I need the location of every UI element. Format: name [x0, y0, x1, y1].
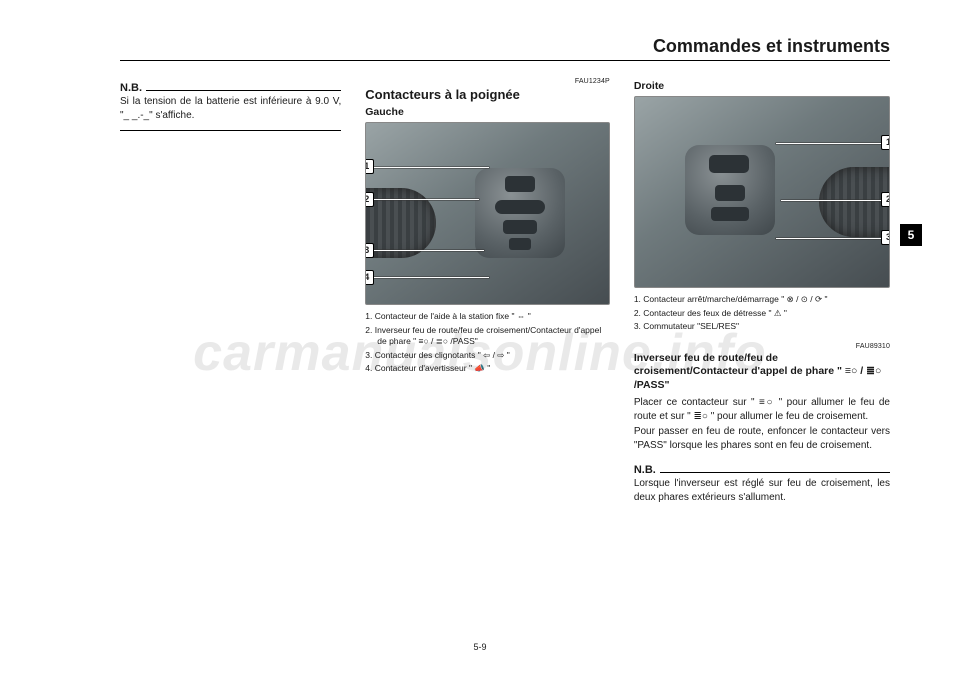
- paragraph: Pour passer en feu de route, enfoncer le…: [634, 425, 890, 452]
- photo-left-grip: 1 2 3 4: [365, 122, 610, 305]
- nb-rule: [120, 90, 341, 91]
- callout-line: [372, 199, 479, 200]
- nb-block: N.B. Lorsque l'inverseur est réglé sur f…: [634, 460, 890, 504]
- chapter-tab: 5: [900, 224, 922, 246]
- caption-list-left: 1. Contacteur de l'aide à la station fix…: [365, 311, 610, 374]
- caption-item: 2. Inverseur feu de route/feu de croisem…: [377, 325, 610, 348]
- subhead-left: Gauche: [365, 106, 610, 118]
- callout-line: [372, 250, 484, 251]
- column-left: N.B. Si la tension de la batterie est in…: [120, 78, 341, 504]
- content-columns: N.B. Si la tension de la batterie est in…: [120, 78, 890, 504]
- switch-shape: [715, 185, 745, 201]
- nb-rule: [634, 472, 890, 473]
- page: Commandes et instruments carmanualsonlin…: [0, 0, 960, 678]
- paragraph: Placer ce contacteur sur " ≡○ " pour all…: [634, 396, 890, 423]
- caption-list-right: 1. Contacteur arrêt/marche/démarrage " ⊗…: [634, 294, 890, 332]
- page-number: 5-9: [473, 642, 486, 652]
- nb-label: N.B.: [634, 464, 660, 476]
- callout-line: [372, 167, 488, 168]
- nb-rule-bottom: [120, 130, 341, 131]
- switch-cluster: [685, 145, 775, 235]
- paragraph-title: Inverseur feu de route/feu de croisement…: [634, 352, 890, 393]
- caption-item: 4. Contacteur d'avertisseur " 📣 ": [377, 363, 610, 374]
- callout-3: 3: [881, 230, 890, 245]
- nb-text: Si la tension de la batterie est inférie…: [120, 95, 341, 122]
- callout-2: 2: [365, 192, 374, 207]
- header-rule: [120, 60, 890, 61]
- caption-item: 3. Commutateur "SEL/RES": [646, 321, 890, 332]
- photo-right-grip: 1 2 3: [634, 96, 890, 288]
- callout-3: 3: [365, 243, 374, 258]
- caption-item: 1. Contacteur de l'aide à la station fix…: [377, 311, 610, 322]
- callout-2: 2: [881, 192, 890, 207]
- handlebar-grip: [819, 167, 890, 237]
- column-middle: FAU1234P Contacteurs à la poignée Gauche…: [365, 78, 610, 504]
- switch-shape: [709, 155, 749, 173]
- switch-shape: [495, 200, 545, 214]
- caption-item: 1. Contacteur arrêt/marche/démarrage " ⊗…: [646, 294, 890, 305]
- callout-4: 4: [365, 270, 374, 285]
- switch-shape: [505, 176, 535, 192]
- switch-cluster: [475, 168, 565, 258]
- callout-line: [781, 200, 883, 201]
- caption-item: 3. Contacteur des clignotants " ⇦ / ⇨ ": [377, 350, 610, 361]
- callout-1: 1: [365, 159, 374, 174]
- nb-text: Lorsque l'inverseur est réglé sur feu de…: [634, 477, 890, 504]
- callout-1: 1: [881, 135, 890, 150]
- subhead-right: Droite: [634, 80, 890, 92]
- caption-item: 2. Contacteur des feux de détresse " ⚠ ": [646, 308, 890, 319]
- switch-shape: [711, 207, 749, 221]
- page-title: Commandes et instruments: [653, 36, 890, 57]
- callout-line: [776, 143, 883, 144]
- callout-line: [776, 238, 883, 239]
- callout-line: [372, 277, 488, 278]
- section-title: Contacteurs à la poignée: [365, 87, 610, 102]
- switch-shape: [503, 220, 537, 234]
- column-right: Droite 1 2 3 1. Contacteur arrêt/marche/…: [634, 78, 890, 504]
- nb-label: N.B.: [120, 82, 146, 94]
- switch-shape: [509, 238, 531, 250]
- refcode: FAU1234P: [365, 78, 610, 85]
- refcode: FAU89310: [634, 343, 890, 350]
